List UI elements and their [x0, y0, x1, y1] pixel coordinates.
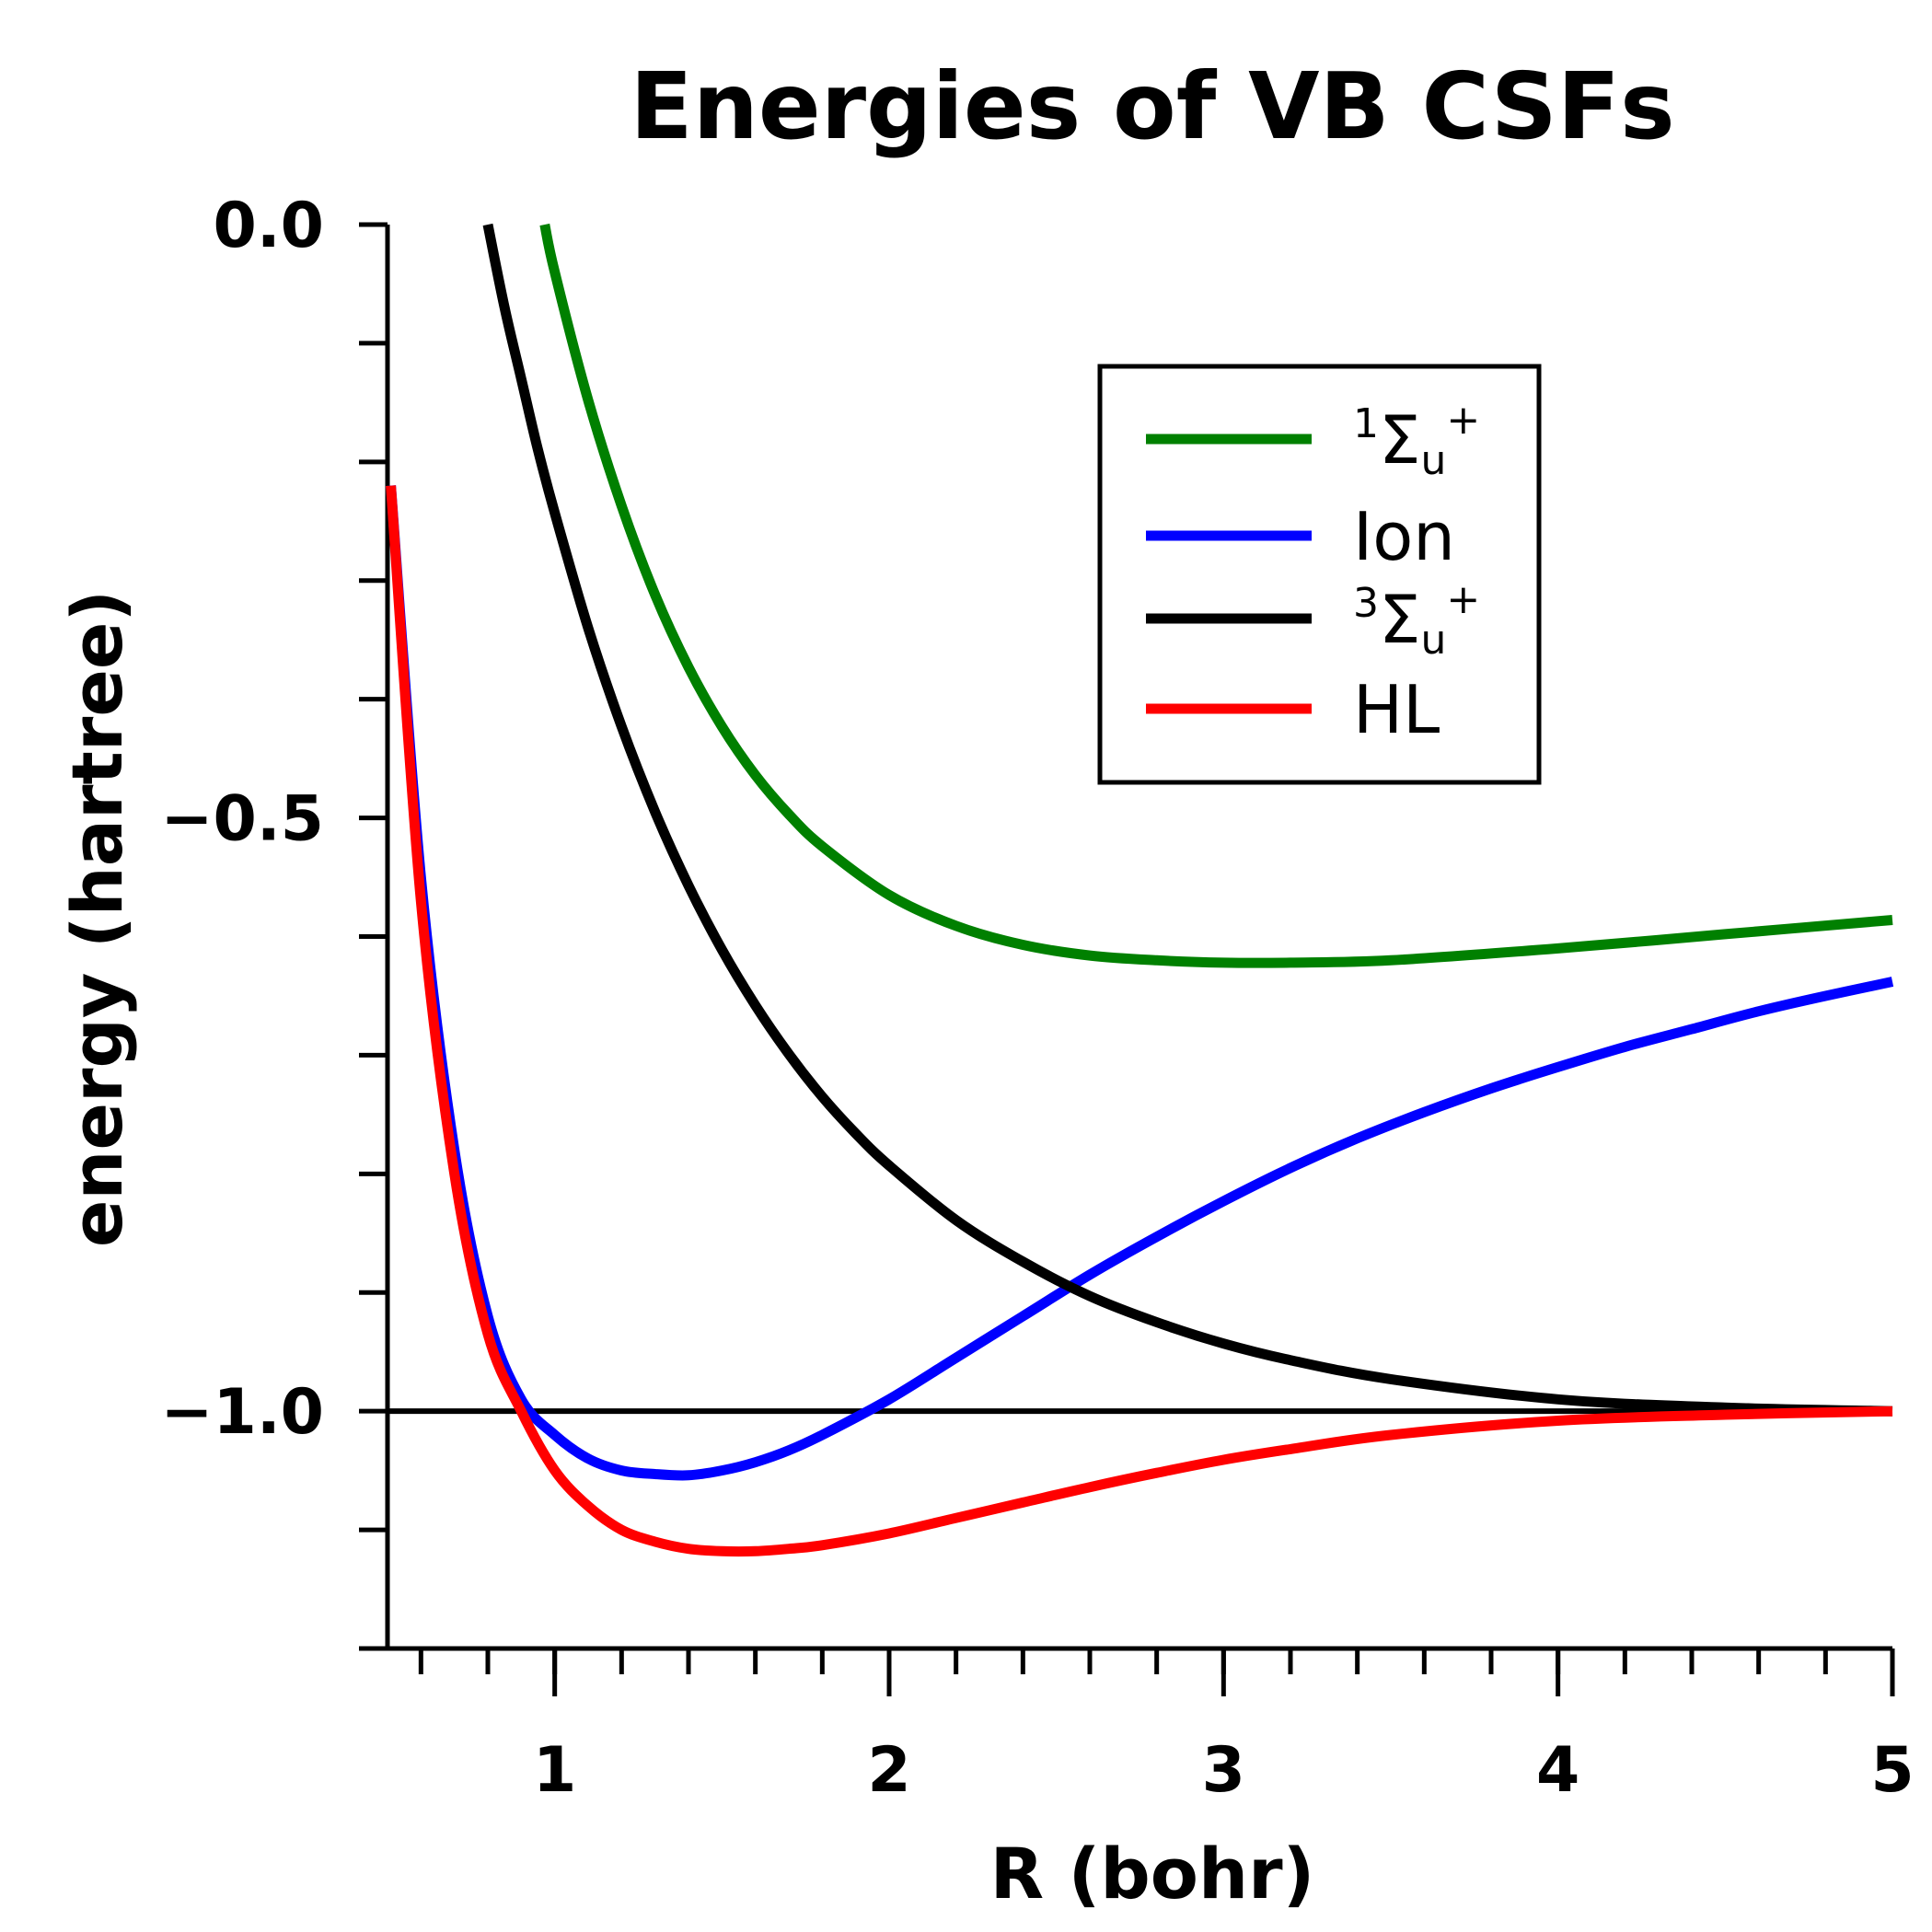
legend-entry-3sigma-u-plus-label: 3Σu+	[1353, 576, 1480, 664]
series-hl-line	[386, 485, 1893, 1557]
y-tick-label: −1.0	[161, 1376, 324, 1449]
x-tick-label: 1	[533, 1734, 576, 1807]
series-3sigma-u-plus-line	[482, 223, 1893, 1417]
series-layer	[386, 223, 1894, 1557]
x-tick-label: 5	[1870, 1734, 1914, 1807]
series-1sigma-u-plus-line	[539, 223, 1893, 968]
y-tick-label: −0.5	[161, 783, 324, 856]
legend-entry-hl-label: HL	[1353, 671, 1440, 748]
x-axis-label: R (bohr)	[990, 1833, 1315, 1915]
y-axis-label: energy (hartree)	[56, 590, 138, 1247]
axes-layer: 0.0 −0.5 −1.0 1 2 3 4 5	[161, 190, 1915, 1807]
x-tick-label: 2	[867, 1734, 910, 1807]
y-tick-label: 0.0	[214, 190, 324, 262]
x-tick-label: 3	[1202, 1734, 1245, 1807]
x-tick-label: 4	[1536, 1734, 1579, 1807]
chart-title: Energies of VB CSFs	[630, 52, 1674, 160]
legend-entry-1sigma-u-plus-label: 1Σu+	[1353, 397, 1480, 484]
legend-entry-ion-label: Ion	[1353, 498, 1455, 575]
